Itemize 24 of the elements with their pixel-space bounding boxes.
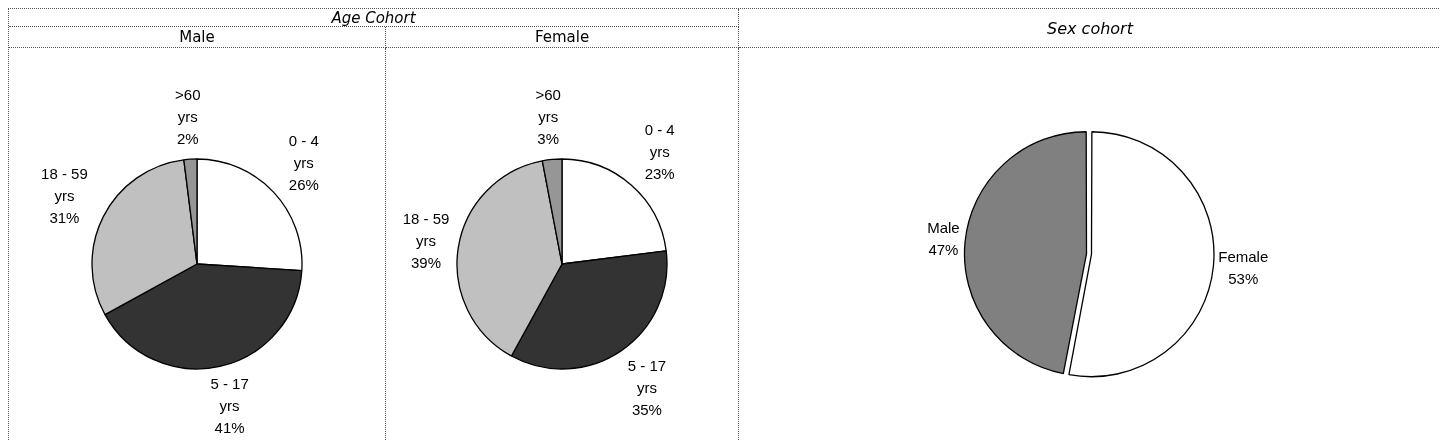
slice-label: Female — [1218, 247, 1269, 265]
slice-label: 0 - 4 yrs — [644, 121, 675, 161]
slice-label: >60 yrs — [175, 85, 201, 125]
slice-label: Male — [927, 219, 960, 237]
chart-title: Sex cohort — [739, 9, 1440, 48]
data-label: 2% — [176, 129, 199, 147]
data-label: 39% — [410, 254, 442, 272]
data-label: 31% — [49, 208, 80, 226]
data-label: 41% — [214, 419, 245, 437]
text: Age Cohort — [9, 8, 739, 27]
chart-title: Male — [9, 27, 386, 48]
slice-label: 5 - 17 yrs — [627, 357, 667, 397]
slice-label: 18 - 59 yrs — [402, 210, 450, 250]
data-label: 47% — [928, 241, 959, 259]
data-label: 35% — [631, 401, 662, 419]
slice-label: >60 yrs — [535, 85, 561, 125]
data-label: 23% — [644, 165, 675, 183]
slice-label: 5 - 17 yrs — [210, 375, 249, 415]
slice-label: 0 - 4 yrs — [288, 131, 319, 171]
chart-title: Female — [386, 27, 739, 48]
data-label: 26% — [288, 175, 319, 193]
data-label: 53% — [1228, 269, 1259, 287]
data-label: 3% — [537, 129, 560, 147]
slice-label: 18 - 59 yrs — [41, 164, 88, 204]
